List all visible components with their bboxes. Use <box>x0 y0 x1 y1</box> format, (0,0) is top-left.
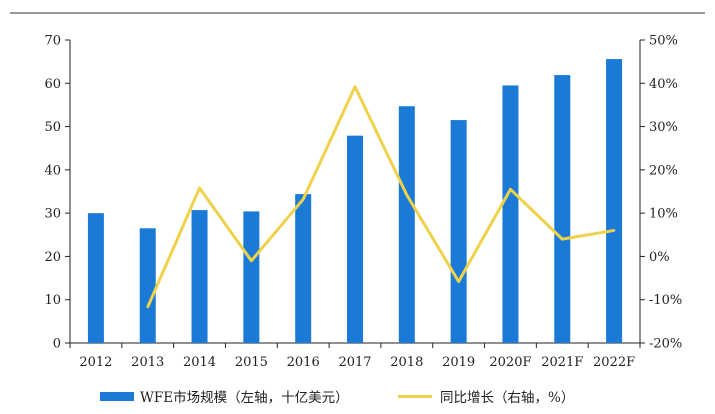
growth-point <box>457 280 460 283</box>
bar <box>554 75 571 343</box>
left-tick-label: 10 <box>44 293 61 308</box>
growth-point <box>353 85 357 88</box>
bar <box>295 194 312 343</box>
x-tick-label: 2022F <box>593 355 635 370</box>
growth-point <box>250 259 253 262</box>
bar <box>398 106 415 343</box>
right-axis: -20% -10% 0% 10% 20% 30% 40% 50% <box>639 34 682 352</box>
right-tick-label: 30% <box>649 120 678 135</box>
legend-item-line: 同比增长（右轴，%） <box>398 386 574 406</box>
x-tick-label: 2021F <box>541 355 583 370</box>
growth-point <box>198 186 201 190</box>
x-tick-label: 2019 <box>442 355 475 370</box>
legend-item-bars: WFE市场规模（左轴，十亿美元） <box>100 386 349 406</box>
x-tick-label: 2016 <box>287 355 320 370</box>
bar <box>450 120 467 343</box>
x-tick-label: 2020F <box>489 355 531 370</box>
left-tick-label: 60 <box>44 77 61 92</box>
right-tick-label: 10% <box>649 207 678 222</box>
x-tick-label: 2018 <box>390 355 423 370</box>
left-tick-label: 30 <box>44 207 61 222</box>
bar <box>139 228 156 343</box>
right-tick-label: -20% <box>649 337 682 352</box>
left-tick-label: 50 <box>44 120 61 135</box>
x-tick-label: 2017 <box>338 355 371 370</box>
left-tick-label: 20 <box>44 250 61 265</box>
bar <box>243 211 260 343</box>
right-tick-label: 20% <box>649 163 678 178</box>
bar <box>502 85 519 343</box>
bar-series <box>87 59 623 343</box>
x-tick-label: 2012 <box>79 355 112 370</box>
legend: WFE市场规模（左轴，十亿美元） 同比增长（右轴，%） <box>0 386 715 410</box>
bar <box>347 135 363 343</box>
growth-point <box>405 193 409 197</box>
growth-point <box>612 229 616 232</box>
legend-swatch-line <box>398 394 432 398</box>
growth-line-series <box>146 85 616 309</box>
growth-point <box>509 188 512 191</box>
x-axis: 2012 2013 2014 2015 2016 2017 2018 2019 2020F 202… <box>69 342 641 370</box>
right-tick-label: -10% <box>649 293 682 308</box>
legend-label-line: 同比增长（右轴，%） <box>440 390 575 406</box>
right-tick-label: 0% <box>649 250 670 265</box>
left-axis: 0 10 20 30 40 50 60 70 <box>44 34 71 352</box>
legend-label-bars: WFE市场规模（左轴，十亿美元） <box>140 390 349 406</box>
bar <box>606 59 623 343</box>
x-tick-label: 2015 <box>235 355 268 370</box>
growth-line <box>146 85 615 308</box>
x-tick-label: 2014 <box>183 355 216 370</box>
bar <box>87 213 104 343</box>
right-tick-label: 40% <box>649 77 678 92</box>
left-tick-label: 70 <box>44 34 61 49</box>
growth-point <box>561 237 564 241</box>
growth-point <box>146 305 149 309</box>
x-tick-label: 2013 <box>131 355 164 370</box>
legend-swatch-bars <box>100 391 134 401</box>
bar <box>191 210 208 343</box>
left-tick-label: 40 <box>44 163 61 178</box>
right-tick-label: 50% <box>649 34 678 49</box>
left-tick-label: 0 <box>53 337 61 352</box>
growth-point <box>301 198 305 201</box>
